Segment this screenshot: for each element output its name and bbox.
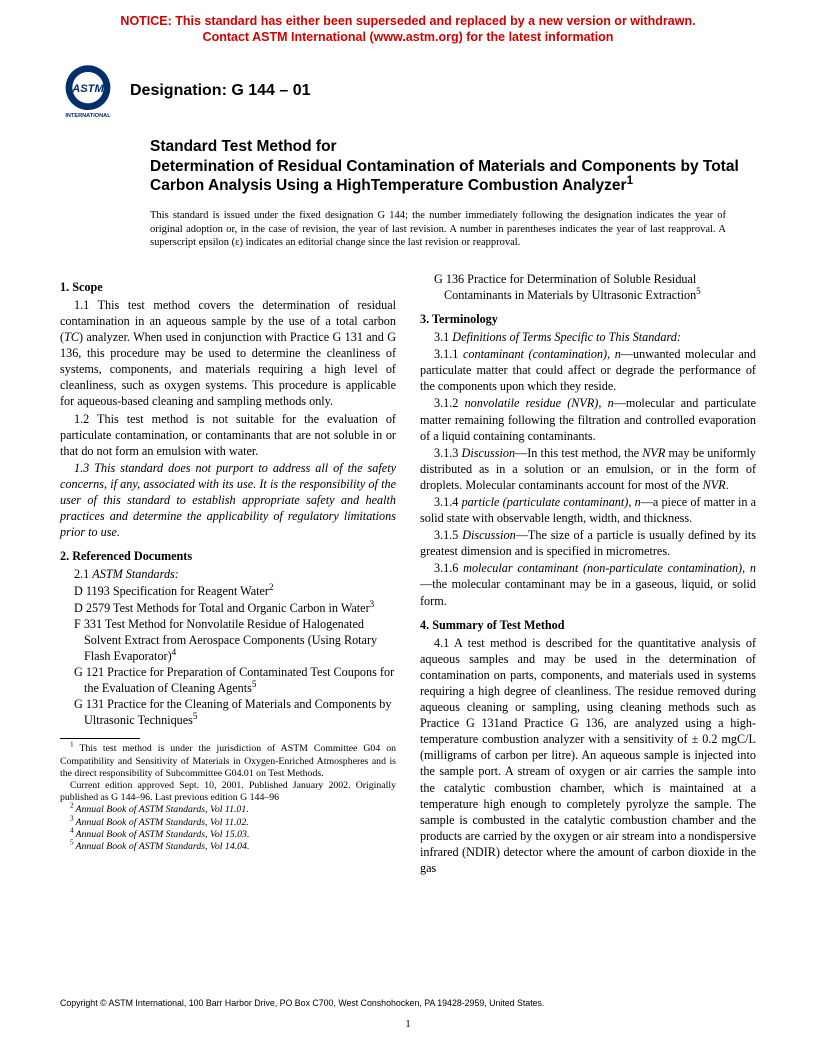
page-number: 1 xyxy=(0,1018,816,1030)
para-3-1-4: 3.1.4 particle (particulate contaminant)… xyxy=(420,494,756,526)
title-line1: Standard Test Method for xyxy=(150,137,756,156)
para-2-1: 2.1 ASTM Standards: xyxy=(60,566,396,582)
content-columns: 1. Scope 1.1 This test method covers the… xyxy=(0,255,816,877)
ref-g131: G 131 Practice for the Cleaning of Mater… xyxy=(60,696,396,728)
issuance-note: This standard is issued under the fixed … xyxy=(0,199,816,254)
footnote-1b: Current edition approved Sept. 10, 2001.… xyxy=(60,780,396,804)
ref-d1193: D 1193 Specification for Reagent Water2 xyxy=(60,583,396,599)
scope-heading: 1. Scope xyxy=(60,279,396,295)
para-3-1-5: 3.1.5 Discussion—The size of a particle … xyxy=(420,527,756,559)
notice-line2: Contact ASTM International (www.astm.org… xyxy=(203,30,614,44)
copyright: Copyright © ASTM International, 100 Barr… xyxy=(60,998,544,1008)
astm-logo: ASTM INTERNATIONAL xyxy=(60,63,116,119)
footnote-1: 1 This test method is under the jurisdic… xyxy=(60,743,396,780)
ref-g136: G 136 Practice for Determination of Solu… xyxy=(420,271,756,303)
footnote-5: 5 Annual Book of ASTM Standards, Vol 14.… xyxy=(60,841,396,853)
para-3-1-1: 3.1.1 contaminant (contamination), n—unw… xyxy=(420,346,756,394)
notice-line1: NOTICE: This standard has either been su… xyxy=(120,14,695,28)
refdocs-heading: 2. Referenced Documents xyxy=(60,548,396,564)
footnote-4: 4 Annual Book of ASTM Standards, Vol 15.… xyxy=(60,829,396,841)
logo-text-top: ASTM xyxy=(71,83,104,95)
para-1-1: 1.1 This test method covers the determin… xyxy=(60,297,396,410)
terminology-heading: 3. Terminology xyxy=(420,311,756,327)
left-column: 1. Scope 1.1 This test method covers the… xyxy=(60,271,396,877)
title-line2: Determination of Residual Contamination … xyxy=(150,157,756,196)
right-column: G 136 Practice for Determination of Solu… xyxy=(420,271,756,877)
para-4-1: 4.1 A test method is described for the q… xyxy=(420,635,756,876)
ref-d2579: D 2579 Test Methods for Total and Organi… xyxy=(60,600,396,616)
para-1-3: 1.3 This standard does not purport to ad… xyxy=(60,460,396,540)
para-3-1: 3.1 Definitions of Terms Specific to Thi… xyxy=(420,329,756,345)
logo-text-bottom: INTERNATIONAL xyxy=(65,113,111,119)
para-3-1-6: 3.1.6 molecular contaminant (non-particu… xyxy=(420,560,756,608)
footnote-3: 3 Annual Book of ASTM Standards, Vol 11.… xyxy=(60,817,396,829)
summary-heading: 4. Summary of Test Method xyxy=(420,617,756,633)
ref-f331: F 331 Test Method for Nonvolatile Residu… xyxy=(60,616,396,664)
designation: Designation: G 144 – 01 xyxy=(130,82,311,100)
title-block: Standard Test Method for Determination o… xyxy=(0,125,816,199)
notice-banner: NOTICE: This standard has either been su… xyxy=(0,0,816,49)
footnote-2: 2 Annual Book of ASTM Standards, Vol 11.… xyxy=(60,804,396,816)
header: ASTM INTERNATIONAL Designation: G 144 – … xyxy=(0,49,816,125)
para-3-1-2: 3.1.2 nonvolatile residue (NVR), n—molec… xyxy=(420,395,756,443)
ref-g121: G 121 Practice for Preparation of Contam… xyxy=(60,664,396,696)
para-3-1-3: 3.1.3 Discussion—In this test method, th… xyxy=(420,445,756,493)
para-1-2: 1.2 This test method is not suitable for… xyxy=(60,411,396,459)
